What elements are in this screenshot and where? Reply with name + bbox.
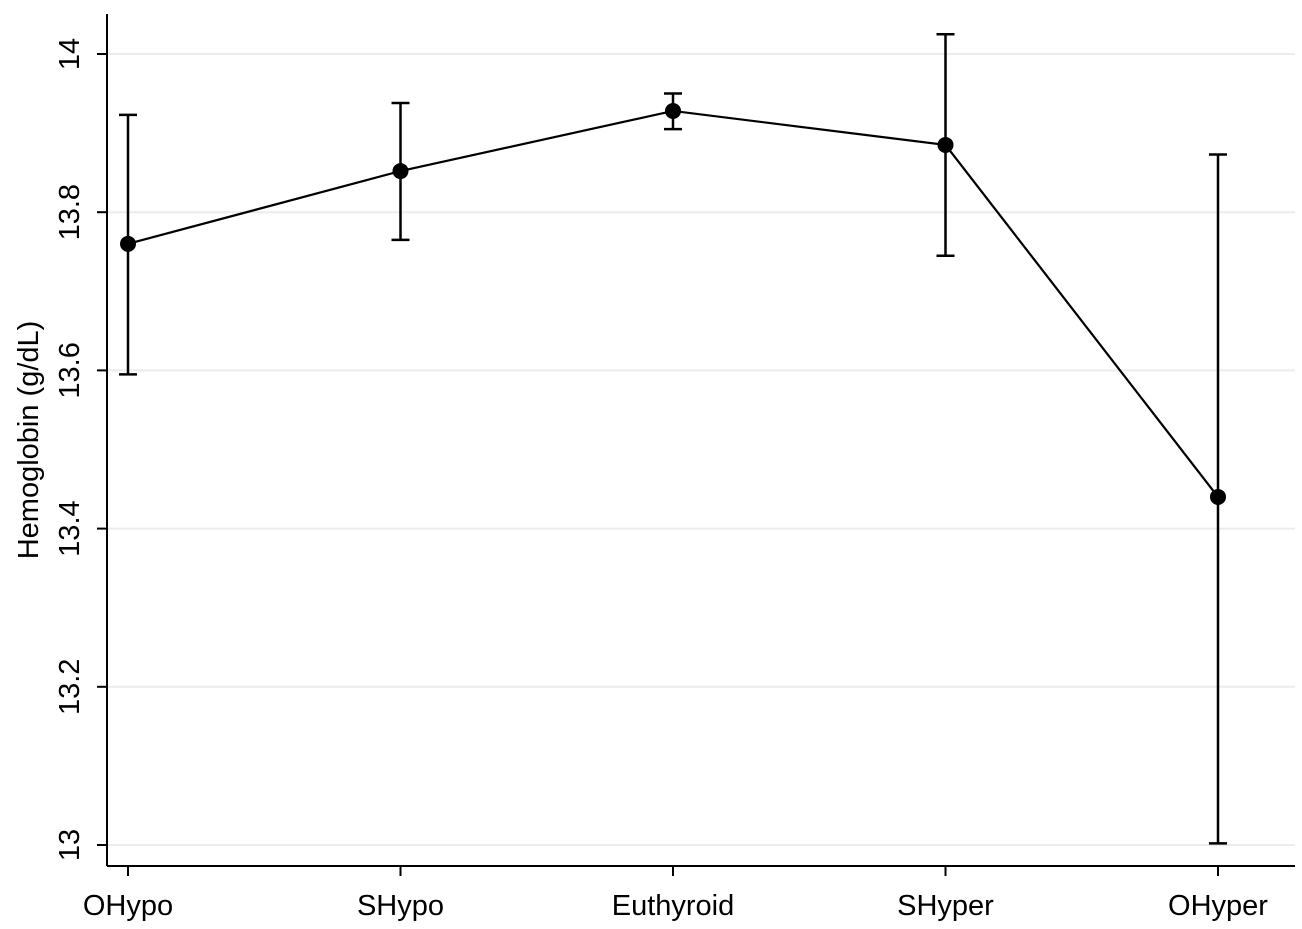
- y-tick-label-4: 13.8: [54, 184, 86, 240]
- x-tick-label-3: SHyper: [897, 890, 994, 922]
- x-tick-label-2: Euthyroid: [612, 890, 735, 922]
- y-tick-label-5: 14: [54, 38, 86, 70]
- data-point-ohyper: [1210, 488, 1226, 505]
- grid-lines: [107, 53, 1295, 846]
- data-point-shyper: [937, 136, 954, 153]
- series-line: [127, 109, 1219, 498]
- y-tick-label-1: 13.2: [54, 659, 86, 715]
- series-line-0: [127, 109, 1219, 498]
- axes: [106, 14, 1295, 867]
- x-tick-label-1: SHypo: [357, 890, 444, 922]
- data-point-shypo: [392, 163, 409, 180]
- y-axis-label: Hemoglobin (g/dL): [13, 321, 45, 560]
- data-point-ohypo: [120, 235, 136, 252]
- y-tick-label-0: 13: [54, 829, 86, 861]
- data-point-euthyroid: [665, 102, 681, 119]
- error-bars: [119, 32, 1227, 845]
- y-tick-label-3: 13.6: [54, 342, 86, 398]
- ticks: 13 13.2 13.4 13.6 13.8 14 OHypo SHypo Euthyroid S…: [54, 38, 1268, 922]
- x-tick-label-0: OHypo: [83, 890, 173, 922]
- x-tick-label-4: OHyper: [1168, 890, 1268, 922]
- data-points: [120, 102, 1226, 505]
- y-tick-label-2: 13.4: [54, 500, 86, 556]
